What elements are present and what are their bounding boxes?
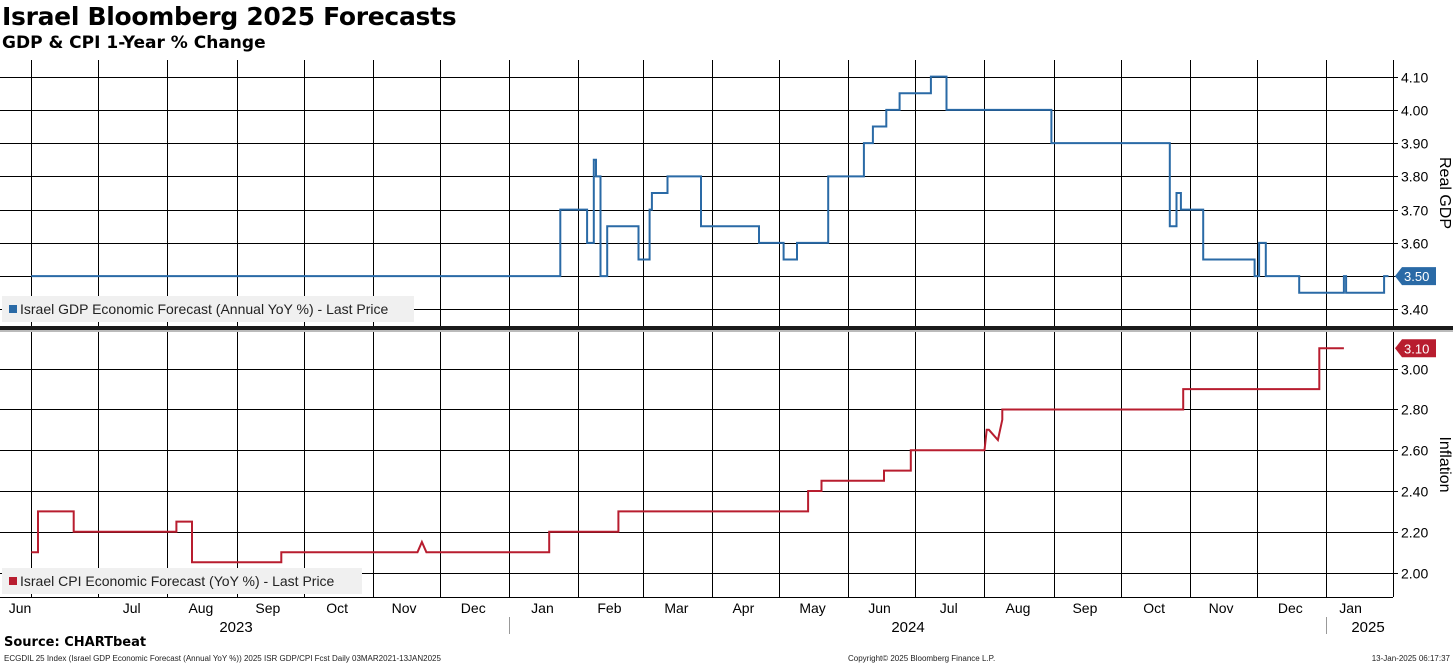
gdp-axis-label: Real GDP bbox=[1436, 157, 1453, 229]
y-tick-label: 2.20 bbox=[1401, 525, 1428, 541]
x-tick-label: Feb bbox=[597, 600, 621, 616]
y-tick-label: 2.00 bbox=[1401, 566, 1428, 582]
x-tick-label: Jul bbox=[940, 600, 958, 616]
footer-index-note: ECGDIL 25 Index (Israel GDP Economic For… bbox=[4, 654, 441, 663]
y-tick-label: 2.80 bbox=[1401, 402, 1428, 418]
cpi-last-value-tag bbox=[1395, 339, 1436, 358]
chart-marks: 3.40 3.50 3.60 3.70 3.80 3.90 4.00 4.10 Real GDP… bbox=[2, 70, 1453, 636]
x-tick-label: Nov bbox=[1209, 600, 1234, 616]
x-tick-label: Sep bbox=[255, 600, 280, 616]
chart-subtitle: GDP & CPI 1-Year % Change bbox=[2, 33, 266, 53]
x-tick-label: May bbox=[799, 600, 825, 616]
y-tick-label: 4.10 bbox=[1401, 70, 1428, 86]
y-tick-label: 3.70 bbox=[1401, 203, 1428, 219]
gdp-legend-swatch bbox=[9, 305, 17, 313]
y-tick-label: 3.90 bbox=[1401, 136, 1428, 152]
cpi-legend-box bbox=[2, 568, 362, 594]
x-tick-label: Aug bbox=[188, 600, 213, 616]
footer-timestamp: 13-Jan-2025 06:17:37 bbox=[1371, 654, 1450, 663]
gdp-series-line bbox=[31, 75, 1389, 294]
cpi-series-line bbox=[31, 347, 1344, 564]
gdp-legend-box bbox=[2, 296, 414, 322]
x-tick-label: Nov bbox=[392, 600, 417, 616]
grid-lines bbox=[0, 60, 1453, 634]
panel-separator bbox=[0, 326, 1453, 330]
gdp-legend-label: Israel GDP Economic Forecast (Annual YoY… bbox=[20, 301, 389, 317]
y-tick-label: 3.40 bbox=[1401, 302, 1428, 318]
inflation-axis-label: Inflation bbox=[1436, 436, 1453, 492]
y-tick-label: 2.40 bbox=[1401, 484, 1428, 500]
x-tick-label: Mar bbox=[664, 600, 688, 616]
x-year-label: 2024 bbox=[891, 619, 924, 636]
x-tick-label: Sep bbox=[1072, 600, 1097, 616]
gdp-last-value: 3.50 bbox=[1404, 269, 1429, 284]
x-year-label: 2025 bbox=[1351, 619, 1384, 636]
x-tick-label: Dec bbox=[1278, 600, 1303, 616]
x-tick-label: Apr bbox=[732, 600, 754, 616]
y-tick-label: 3.00 bbox=[1401, 362, 1428, 378]
source-note: Source: CHARTbeat bbox=[4, 635, 147, 650]
cpi-legend-swatch bbox=[9, 577, 17, 585]
y-tick-label: 2.60 bbox=[1401, 443, 1428, 459]
y-tick-label: 4.00 bbox=[1401, 103, 1428, 119]
y-tick-label: 3.80 bbox=[1401, 169, 1428, 185]
x-tick-label: Aug bbox=[1006, 600, 1031, 616]
footer-copyright: Copyright© 2025 Bloomberg Finance L.P. bbox=[848, 654, 996, 663]
x-year-label: 2023 bbox=[219, 619, 252, 636]
cpi-last-value: 3.10 bbox=[1404, 341, 1429, 356]
x-tick-label: Jan bbox=[1339, 600, 1362, 616]
x-tick-label: Oct bbox=[326, 600, 348, 616]
x-tick-label: Jun bbox=[9, 600, 32, 616]
gdp-last-value-tag bbox=[1395, 267, 1436, 286]
x-tick-label: Jan bbox=[531, 600, 554, 616]
x-tick-label: Jun bbox=[868, 600, 891, 616]
panel-separator-shadow bbox=[0, 330, 1453, 332]
cpi-legend-label: Israel CPI Economic Forecast (YoY %) - L… bbox=[20, 573, 335, 589]
x-tick-label: Dec bbox=[461, 600, 486, 616]
x-tick-label: Oct bbox=[1143, 600, 1165, 616]
x-tick-label: Jul bbox=[123, 600, 141, 616]
chart-title: Israel Bloomberg 2025 Forecasts bbox=[2, 2, 457, 31]
y-tick-label: 3.60 bbox=[1401, 236, 1428, 252]
